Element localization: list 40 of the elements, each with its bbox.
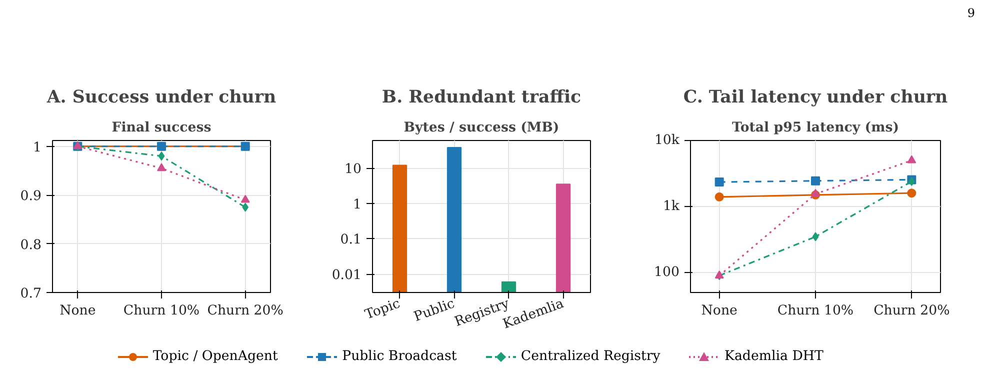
point (907, 155, 916, 164)
legend-label: Topic / OpenAgent (152, 348, 278, 366)
x-tick-label: Churn 20% (207, 304, 284, 318)
chart-title: B. Redundant traffic (382, 88, 582, 108)
x-tick-label: Topic (363, 296, 402, 323)
point (157, 163, 166, 172)
y-tick-label: 1k (662, 199, 680, 214)
point (714, 178, 724, 187)
x-tick-label: Churn 10% (123, 304, 200, 318)
point (158, 152, 165, 161)
point (907, 188, 916, 198)
point (812, 232, 819, 242)
y-tick-label: 1 (353, 197, 362, 212)
chart-subtitle: Bytes / success (MB) (404, 120, 560, 136)
x-tick-label: Churn 10% (777, 304, 854, 318)
point (811, 188, 820, 197)
y-tick-label: 10 (344, 162, 362, 177)
point (714, 192, 724, 202)
y-tick-label: 0.9 (20, 189, 42, 204)
y-tick-label: 0.1 (340, 232, 362, 248)
chart-title: C. Tail latency under churn (683, 88, 948, 108)
y-tick-label: 100 (654, 265, 680, 280)
point (242, 202, 249, 212)
x-tick-label: Churn 20% (874, 304, 950, 318)
x-tick-label: None (60, 304, 96, 318)
y-tick-label: 1 (33, 140, 42, 156)
y-tick-label: 0.7 (20, 286, 42, 302)
text: 9 (966, 5, 975, 22)
y-tick-label: 10k (654, 133, 680, 148)
legend-label: Centralized Registry (520, 348, 660, 366)
point (240, 194, 250, 203)
y-tick-label: 0.01 (332, 268, 362, 284)
legend-label: Public Broadcast (341, 348, 457, 366)
y-tick-label: 0.8 (20, 238, 42, 253)
chart-title: A. Success under churn (46, 88, 277, 108)
legend-label: Kademlia DHT (724, 348, 824, 366)
chart-subtitle: Final success (112, 120, 212, 136)
x-tick-label: None (701, 304, 738, 318)
chart-subtitle: Total p95 latency (ms) (732, 120, 900, 136)
point (811, 176, 820, 186)
